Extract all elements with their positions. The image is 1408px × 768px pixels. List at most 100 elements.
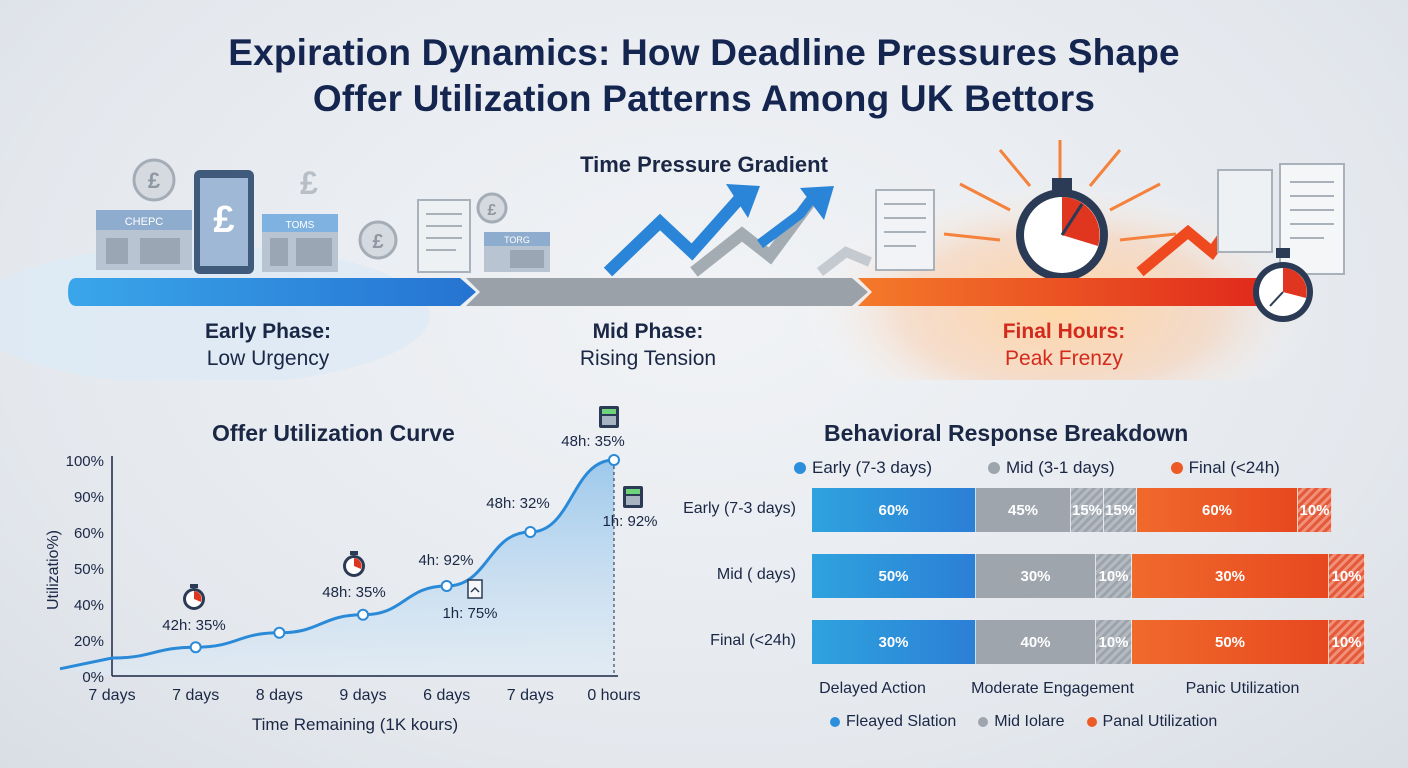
pound-bubble-icon-2: £ xyxy=(358,220,398,260)
bar-segment: 30% xyxy=(976,554,1096,598)
document-icon-2 xyxy=(875,189,935,271)
bar-row: Final (<24h) 30% 40% 10% 50% 10% xyxy=(660,620,1380,664)
bar-segment: 30% xyxy=(812,620,976,664)
bar-chart-title: Behavioral Response Breakdown xyxy=(824,420,1189,446)
annotation-label: 1h: 75% xyxy=(442,605,497,622)
annotation-label: 42h: 35% xyxy=(162,617,225,634)
calculator-icon-2 xyxy=(623,486,643,508)
bottom-legend-3-label: Panal Utilization xyxy=(1102,713,1218,730)
x-tick-label: 0 hours xyxy=(587,687,640,704)
behavioral-response-chart: Early (7-3 days) Mid (3-1 days) Final (<… xyxy=(660,400,1380,750)
title-line-2: Offer Utilization Patterns Among UK Bett… xyxy=(312,78,1096,119)
title-line-1: Expiration Dynamics: How Deadline Pressu… xyxy=(228,32,1180,73)
shopfront-icon-2: TOMS xyxy=(262,214,338,272)
bar-row: Mid ( days) 50% 30% 10% 30% 10% xyxy=(660,554,1380,598)
data-point xyxy=(273,626,286,639)
utilization-area-fill xyxy=(60,460,614,676)
svg-text:£: £ xyxy=(488,202,497,219)
category-moderate: Moderate Engagement xyxy=(971,680,1134,697)
burst-rays-icon xyxy=(943,140,1177,242)
calculator-icon xyxy=(599,406,619,428)
y-tick-label: 100% xyxy=(66,453,104,470)
data-point xyxy=(189,641,202,654)
phase-mid: Mid Phase: Rising Tension xyxy=(478,318,818,372)
stopwatch-icon-small xyxy=(1253,248,1313,322)
x-axis-label: Time Remaining (1K kours) xyxy=(252,715,458,734)
bottom-legend-2: Mid Iolare xyxy=(978,713,1065,731)
y-tick-label: 0% xyxy=(82,669,104,686)
svg-text:£: £ xyxy=(300,165,318,201)
bottom-legend-2-label: Mid Iolare xyxy=(994,713,1065,730)
x-tick-label: 7 days xyxy=(88,687,135,704)
legend-mid-label: Mid (3-1 days) xyxy=(1005,458,1115,477)
category-delayed: Delayed Action xyxy=(819,680,926,697)
utilization-curve-svg: 0% 20% 40% 50% 60% 90% 100% 7 days 7 days 8 days… xyxy=(45,406,658,734)
top-legend: Early (7-3 days) Mid (3-1 days) Final (<… xyxy=(794,458,1336,478)
bar-segment: 10% xyxy=(1329,620,1365,664)
y-tick-label: 20% xyxy=(74,633,104,650)
y-tick-label: 60% xyxy=(74,525,104,542)
phase-mid-name: Mid Phase: xyxy=(592,320,704,343)
page-title: Expiration Dynamics: How Deadline Pressu… xyxy=(0,30,1408,122)
phase-final-desc: Peak Frenzy xyxy=(1005,347,1123,370)
phone-icon: £ xyxy=(194,170,254,274)
legend-final-swatch xyxy=(1170,462,1183,474)
trend-arrow-icon-gray xyxy=(690,186,834,277)
bottom-legend: Fleayed Slation Mid Iolare Panal Utiliza… xyxy=(830,713,1239,731)
bar-segment: 45% xyxy=(976,488,1071,532)
data-point xyxy=(524,526,537,538)
stopwatch-icon-large xyxy=(1016,178,1108,281)
x-tick-label: 7 days xyxy=(507,687,554,704)
timeline-graphic: CHEPC £ £ £ TOMS £ xyxy=(0,140,1345,380)
bar-segment: 40% xyxy=(976,620,1096,664)
mid-arrow xyxy=(466,278,868,306)
bottom-legend-1-swatch xyxy=(830,717,840,727)
trend-arrow-icon-faint xyxy=(816,246,872,276)
stopwatch-icon xyxy=(183,584,205,610)
bar-segment: 50% xyxy=(1132,620,1329,664)
y-tick-label: 90% xyxy=(74,489,104,506)
document-small-icon xyxy=(467,579,483,599)
x-axis-ticks: 7 days 7 days 8 days 9 days 6 days 7 days 0 ho… xyxy=(88,687,640,704)
pound-bubble-icon-3: £ xyxy=(476,192,508,224)
shop-sign-1: CHEPC xyxy=(125,216,164,228)
svg-text:£: £ xyxy=(372,231,383,253)
phase-mid-desc: Rising Tension xyxy=(579,347,717,370)
bar-segment: 30% xyxy=(1132,554,1329,598)
bottom-legend-1-label: Fleayed Slation xyxy=(846,713,957,730)
y-axis-ticks: 0% 20% 40% 50% 60% 90% 100% xyxy=(66,453,104,686)
annotation-label: 48h: 35% xyxy=(322,584,385,601)
bar-row: Early (7-3 days) 60% 45% 15% 15% 60% 10% xyxy=(660,488,1380,532)
phase-early-name: Early Phase: xyxy=(204,320,332,343)
bar-segment: 60% xyxy=(812,488,976,532)
utilization-area xyxy=(60,460,614,676)
line-annotations: 42h: 35% 48h: 35% 4h: 92% 1h: 75% 48h: 32% 48… xyxy=(162,433,657,634)
time-pressure-label: Time Pressure Gradient xyxy=(580,152,828,177)
x-tick-label: 7 days xyxy=(172,687,219,704)
annotation-label: 48h: 32% xyxy=(486,495,549,512)
bar-segment: 60% xyxy=(1137,488,1298,532)
annotation-label: 1h: 92% xyxy=(602,513,657,530)
phase-final-name: Final Hours: xyxy=(1002,320,1126,343)
bottom-legend-2-swatch xyxy=(978,717,989,727)
trend-arrow-icon-blue xyxy=(603,184,760,277)
annotation-icons xyxy=(183,406,643,610)
legend-mid-swatch xyxy=(987,462,1000,474)
bar-segment: 10% xyxy=(1096,620,1132,664)
bar-segment: 10% xyxy=(1298,488,1332,532)
bar-row-label: Mid ( days) xyxy=(716,566,796,583)
bar-row-label: Early (7-3 days) xyxy=(683,500,796,517)
annotation-label: 48h: 35% xyxy=(561,433,624,450)
y-tick-label: 50% xyxy=(74,561,104,578)
x-tick-label: 8 days xyxy=(256,687,303,704)
pound-symbol-icon: £ xyxy=(300,165,318,201)
bottom-legend-3: Panal Utilization xyxy=(1086,713,1218,731)
line-chart-axes xyxy=(111,456,618,677)
utilization-curve-chart: 0% 20% 40% 50% 60% 90% 100% 7 days 7 days 8 days… xyxy=(40,400,680,750)
line-chart-title: Offer Utilization Curve xyxy=(212,420,455,446)
document-icon xyxy=(417,199,471,273)
bottom-legend-3-swatch xyxy=(1086,717,1097,727)
phase-early-desc: Low Urgency xyxy=(206,347,330,370)
phase-early: Early Phase: Low Urgency xyxy=(98,318,438,372)
y-axis-label: Utilizatio%) xyxy=(45,530,62,610)
